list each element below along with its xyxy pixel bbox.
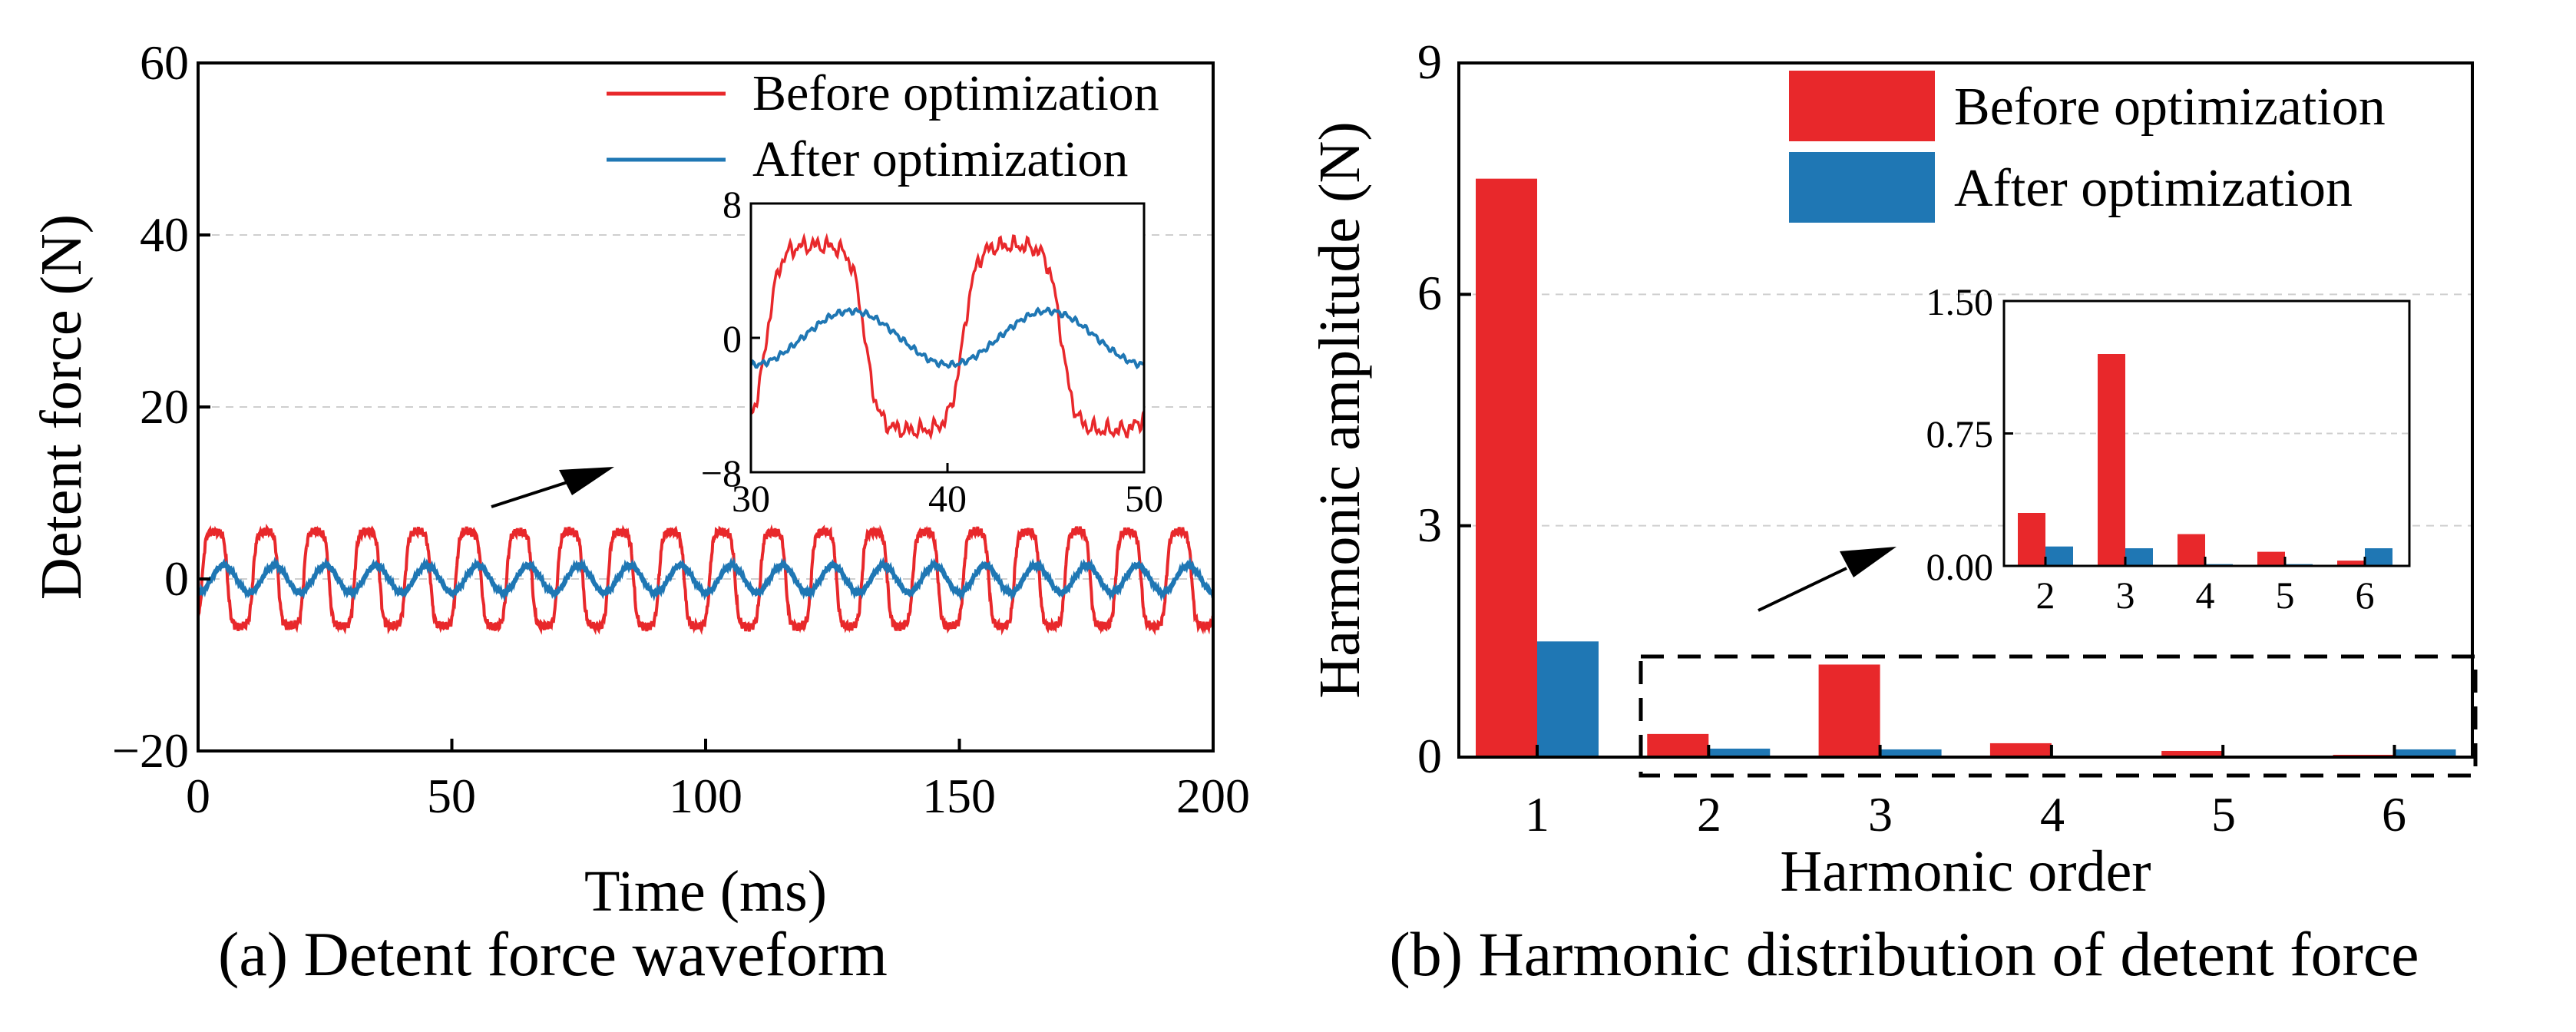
panel-b-inset-bar-after-h2 (2045, 546, 2073, 566)
panel-a-inset-ytick-8: 8 (723, 183, 742, 226)
panel-a-zoom-arrow (491, 467, 614, 508)
panel-b-xtick-4: 4 (2040, 787, 2065, 842)
panel-b-inset: 1.50 0.75 0.00 2 3 4 5 6 (1926, 280, 2411, 617)
panel-b-bar-before-h4 (1989, 743, 2052, 757)
panel-a-inset-ticks (749, 202, 1146, 474)
panel-b-inset-xtick-2: 2 (2036, 574, 2055, 617)
panel-b-xtick-5: 5 (2211, 787, 2236, 842)
panel-b-xtick-3: 3 (1868, 787, 1893, 842)
panel-a-xtick-150: 150 (922, 769, 996, 823)
panel-b-ticks (1459, 61, 2396, 759)
panel-b-ytick-0: 0 (1417, 729, 1442, 783)
panel-a-inset-ytick-minus8: −8 (701, 452, 742, 495)
panel-b-inset-ytick-000: 0.00 (1926, 545, 1994, 588)
panel-a-inset-xtick-50: 50 (1125, 477, 1163, 520)
panel-b-xtick-6: 6 (2382, 787, 2406, 842)
panel-a-xlabel: Time (ms) (584, 859, 827, 924)
panel-a-series (198, 523, 1213, 636)
panel-a-xtick-50: 50 (427, 769, 476, 823)
panel-a-inset-xtick-40: 40 (928, 477, 967, 520)
panel-a-caption: (a) Detent force waveform (218, 919, 888, 989)
panel-a-inset-series (751, 232, 1144, 441)
panel-b-inset-xtick-6: 6 (2356, 574, 2375, 617)
panel-b-ytick-9: 9 (1417, 35, 1442, 89)
panel-b-bar-after-h1 (1537, 641, 1599, 757)
panel-b-xtick-1: 1 (1525, 787, 1549, 842)
panel-b-legend-before: Before optimization (1954, 78, 2386, 137)
panel-b-inset-bar-before-h4 (2178, 534, 2205, 566)
panel-a-line-after (198, 556, 1213, 602)
panel-b-chart: 0 3 6 9 1 2 3 4 5 6 Harmonic order Harmo… (1308, 35, 2478, 989)
panel-b-inset-bar-before-h3 (2098, 354, 2125, 566)
panel-a-ytick-0: 0 (164, 551, 189, 606)
panel-b-ylabel: Harmonic amplitude (N) (1308, 121, 1372, 698)
panel-a-chart: 0 50 100 150 200 −20 0 20 40 60 Time (ms… (29, 35, 1250, 989)
panel-b-bars (1476, 178, 2456, 758)
panel-b-inset-bar-after-h6 (2365, 548, 2392, 566)
panel-b-xlabel: Harmonic order (1780, 839, 2151, 904)
panel-b-inset-xtick-5: 5 (2276, 574, 2295, 617)
panel-b-xtick-2: 2 (1697, 787, 1721, 842)
panel-b-bar-before-h2 (1647, 733, 1709, 757)
panel-a-ytick-minus20: −20 (112, 723, 189, 778)
panel-b-legend-swatch-after (1789, 152, 1935, 223)
panel-a-ytick-60: 60 (140, 35, 189, 90)
panel-b-plot-frame (1457, 61, 2474, 759)
panel-b-inset-ytick-150: 1.50 (1926, 280, 1994, 323)
panel-b-bar-after-h6 (2394, 749, 2456, 757)
panel-b-bar-after-h3 (1880, 749, 1942, 757)
panel-b-legend-after: After optimization (1954, 159, 2353, 218)
panel-b-bar-before-h5 (2161, 750, 2224, 757)
panel-a-xtick-200: 200 (1176, 769, 1250, 823)
panel-b-bar-before-h1 (1476, 178, 1537, 757)
panel-b-inset-ticks (2004, 299, 2366, 567)
panel-b-inset-ytick-075: 0.75 (1926, 412, 1994, 455)
panel-b-zoom-arrow (1758, 547, 1896, 612)
panel-b-ytick-3: 3 (1417, 498, 1442, 552)
panel-a-legend-before: Before optimization (752, 65, 1159, 121)
panel-a-inset-xtick-30: 30 (732, 477, 770, 520)
panel-b-highlight-box (1639, 654, 2478, 778)
panel-b-bar-after-h2 (1708, 748, 1771, 757)
panel-a-ticks (197, 61, 1215, 752)
panel-a-ylabel: Detent force (N) (29, 214, 94, 600)
panel-a-xtick-0: 0 (186, 769, 210, 823)
panel-a-ytick-20: 20 (140, 379, 189, 434)
panel-b-inset-xtick-3: 3 (2116, 574, 2135, 617)
panel-a-inset: 8 0 −8 30 40 50 (701, 183, 1163, 520)
panel-b-inset-bar-after-h3 (2125, 548, 2153, 566)
panel-b-inset-bars (2018, 354, 2392, 566)
panel-a-xtick-100: 100 (669, 769, 742, 823)
panel-b-legend-swatch-before (1789, 71, 1935, 141)
panel-b-inset-xtick-4: 4 (2196, 574, 2215, 617)
panel-a-line-before (198, 523, 1213, 636)
panel-b-inset-bar-before-h5 (2257, 551, 2285, 566)
panel-a-inset-line-after (751, 306, 1144, 370)
panel-b-caption: (b) Harmonic distribution of detent forc… (1389, 919, 2419, 989)
panel-b-inset-bar-before-h6 (2337, 561, 2365, 566)
panel-b-ytick-6: 6 (1417, 266, 1442, 320)
panel-b-bar-before-h3 (1818, 664, 1880, 757)
panel-a-inset-ytick-0: 0 (723, 317, 742, 360)
panel-a-inset-line-before (751, 232, 1144, 441)
panel-a-ytick-40: 40 (140, 207, 189, 262)
panel-b-inset-bar-before-h2 (2018, 513, 2045, 566)
panel-a-legend-after: After optimization (752, 131, 1128, 187)
